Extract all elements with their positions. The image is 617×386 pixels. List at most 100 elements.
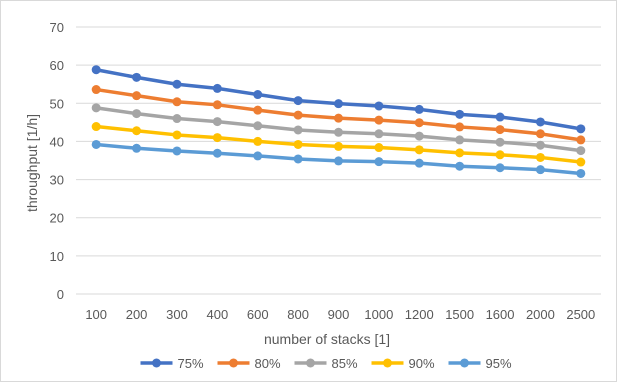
x-tick-label: 2000 (526, 307, 555, 322)
data-point (253, 105, 263, 115)
data-point (293, 125, 303, 135)
data-point (535, 152, 545, 162)
x-axis-label: number of stacks [1] (264, 331, 390, 347)
data-point (334, 99, 343, 109)
data-point (374, 115, 384, 125)
data-point (414, 158, 424, 168)
y-axis-label: throughput [1/h] (24, 114, 40, 212)
data-point (414, 131, 424, 141)
data-point (172, 97, 182, 107)
data-point (455, 122, 465, 132)
legend-label: 75% (178, 356, 204, 371)
y-tick-label: 10 (50, 249, 64, 264)
data-point (132, 143, 142, 153)
data-point (374, 129, 384, 139)
data-point (212, 100, 222, 110)
data-point (576, 168, 586, 178)
x-tick-label: 100 (85, 307, 107, 322)
data-point (576, 124, 586, 134)
series-75pct (91, 65, 586, 134)
data-point (455, 148, 465, 158)
data-point (253, 151, 263, 161)
series-95pct (91, 139, 586, 178)
x-tick-label: 2500 (566, 307, 595, 322)
data-point (253, 121, 263, 131)
y-tick-label: 60 (50, 58, 64, 73)
data-point (455, 135, 465, 145)
data-point (132, 126, 142, 136)
data-point (91, 65, 101, 75)
y-tick-label: 20 (50, 211, 64, 226)
data-point (91, 139, 101, 149)
legend-swatch-marker (383, 358, 392, 368)
data-point (212, 83, 222, 93)
data-point (334, 156, 343, 166)
legend-label: 85% (332, 356, 358, 371)
y-tick-label: 30 (50, 173, 64, 188)
data-point (293, 139, 303, 149)
legend-label: 90% (409, 356, 435, 371)
data-point (414, 118, 424, 128)
data-point (334, 141, 343, 151)
data-point (535, 117, 545, 127)
legend-swatch-marker (460, 358, 469, 368)
data-point (132, 91, 142, 101)
data-point (91, 103, 101, 113)
data-point (414, 104, 424, 114)
y-tick-label: 40 (50, 134, 64, 149)
data-point (334, 127, 343, 137)
data-point (212, 148, 222, 158)
data-point (91, 85, 101, 95)
x-tick-label: 900 (328, 307, 350, 322)
data-point (576, 146, 586, 156)
x-tick-label: 1600 (486, 307, 515, 322)
legend-item: 95% (448, 356, 512, 371)
data-point (253, 136, 263, 146)
data-point (495, 112, 505, 122)
data-point (455, 109, 465, 119)
y-tick-label: 0 (57, 287, 64, 302)
data-point (495, 163, 505, 173)
y-tick-label: 70 (50, 20, 64, 35)
series-80pct (91, 85, 586, 145)
legend: 75% 80% 85% 90% 95% (140, 356, 512, 371)
legend-swatch-marker (152, 358, 161, 368)
data-point (576, 157, 586, 167)
data-point (172, 146, 182, 156)
legend-label: 95% (486, 356, 512, 371)
data-point (172, 114, 182, 124)
data-point (132, 109, 142, 119)
x-tick-label: 1000 (364, 307, 393, 322)
data-point (293, 110, 303, 120)
data-point (495, 125, 505, 135)
x-tick-labels: 100 200 300 400 600 800 900 1000 1200 1500 1600 200… (85, 307, 595, 322)
data-point (374, 101, 384, 111)
legend-item: 75% (140, 356, 204, 371)
legend-label: 80% (255, 356, 281, 371)
legend-item: 90% (371, 356, 435, 371)
data-point (495, 150, 505, 160)
series-90pct (91, 122, 586, 167)
y-tick-labels: 0 10 20 30 40 50 60 70 (50, 20, 64, 302)
series-lines (91, 65, 586, 178)
data-point (253, 90, 263, 100)
data-point (535, 165, 545, 175)
data-point (91, 122, 101, 132)
data-point (535, 140, 545, 150)
data-point (414, 145, 424, 155)
data-point (535, 129, 545, 139)
x-tick-label: 600 (247, 307, 269, 322)
data-point (212, 133, 222, 143)
x-tick-label: 1200 (405, 307, 434, 322)
data-point (334, 113, 343, 123)
data-point (172, 79, 182, 89)
data-point (576, 135, 586, 145)
data-point (455, 161, 465, 171)
data-point (212, 117, 222, 127)
data-point (495, 137, 505, 147)
data-point (172, 130, 182, 140)
legend-swatch-marker (306, 358, 315, 368)
x-tick-label: 300 (166, 307, 188, 322)
